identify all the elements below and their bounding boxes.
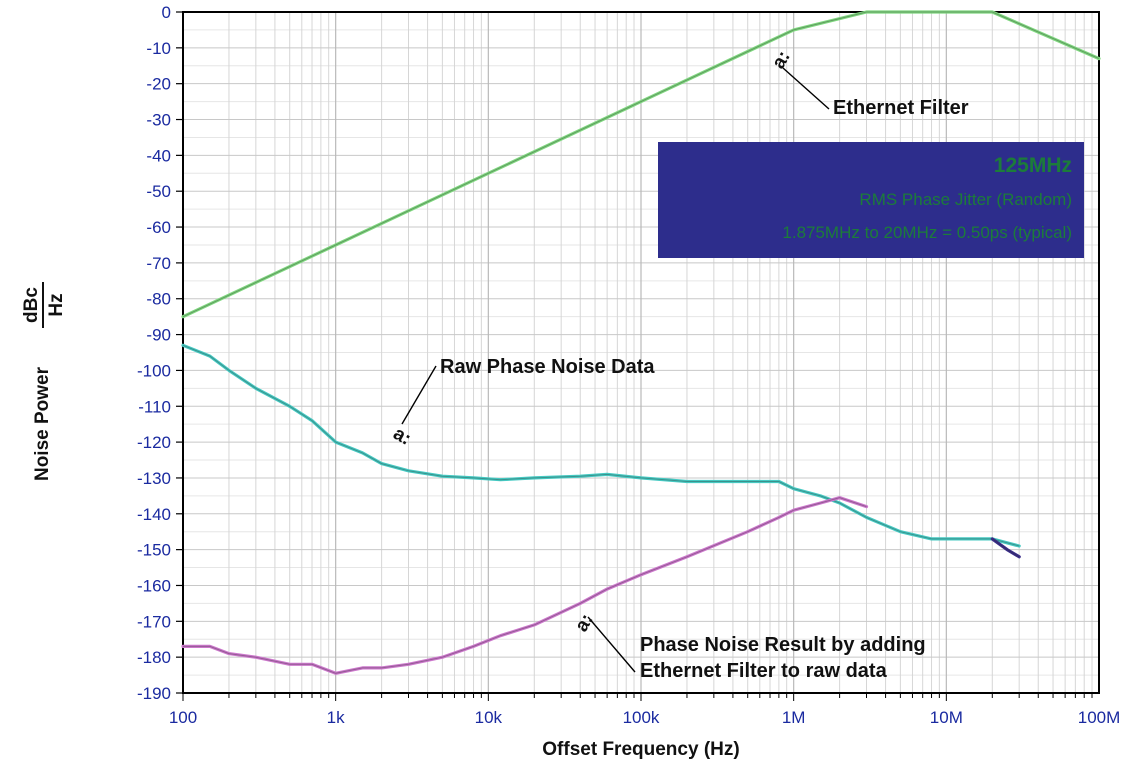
y-tick-label: 0 [162, 3, 171, 22]
y-tick-label: -70 [146, 254, 171, 273]
y-tick-label: -50 [146, 182, 171, 201]
y-tick-label: -120 [137, 433, 171, 452]
info-box-title: 125MHz [994, 154, 1072, 177]
y-tick-label: -180 [137, 648, 171, 667]
y-tick-label: -20 [146, 75, 171, 94]
y-tick-label: -150 [137, 541, 171, 560]
info-box-line-1: RMS Phase Jitter (Random) [859, 190, 1072, 209]
series-marker-raw: a: [390, 423, 415, 450]
annotation-raw-phase-noise: Raw Phase Noise Data [440, 356, 655, 378]
series-core-filter [182, 11, 1100, 318]
y-axis-unit-denominator: Hz [46, 293, 67, 316]
y-tick-label: -30 [146, 111, 171, 130]
info-box-line-2: 1.875MHz to 20MHz = 0.50ps (typical) [782, 223, 1072, 242]
x-tick-label: 10M [930, 708, 963, 727]
x-tick-label: 100k [623, 708, 660, 727]
annotation-result-line-2: Ethernet Filter to raw data [640, 660, 888, 682]
y-tick-label: -60 [146, 218, 171, 237]
series-marker-result: a: [571, 610, 598, 635]
series-line-raw [181, 343, 1021, 548]
leader-raw-phase-noise [401, 365, 437, 425]
leader-ethernet-filter [782, 67, 830, 110]
y-tick-label: -130 [137, 469, 171, 488]
y-tick-label: -80 [146, 290, 171, 309]
y-tick-label: -160 [137, 576, 171, 595]
x-tick-label: 100 [169, 708, 197, 727]
y-tick-label: -40 [146, 146, 171, 165]
y-axis-title-text: Noise Power [32, 366, 53, 481]
x-tick-labels: 100 1k 10k 100k 1M 10M 100M [169, 708, 1120, 727]
series-line-tail [990, 537, 1021, 559]
x-tick-label: 10k [475, 708, 503, 727]
y-tick-label: -110 [138, 397, 171, 416]
series-line-filter [181, 10, 1101, 319]
y-tick-label: -90 [146, 326, 171, 345]
series-core-tail [992, 538, 1020, 558]
x-tick-label: 1M [782, 708, 806, 727]
y-tick-label: -10 [146, 39, 171, 58]
y-axis-title: Noise Power dBc Hz [21, 282, 67, 481]
series-core-raw [182, 344, 1020, 547]
y-tick-label: -140 [137, 505, 171, 524]
annotation-ethernet-filter: Ethernet Filter [833, 97, 969, 119]
leader-result [587, 616, 636, 673]
annotation-result-line-1: Phase Noise Result by adding [640, 634, 926, 656]
x-tick-label: 100M [1078, 708, 1121, 727]
x-axis-title: Offset Frequency (Hz) [542, 739, 739, 760]
y-axis-unit-numerator: dBc [21, 287, 42, 323]
y-tick-label: -170 [137, 612, 171, 631]
major-gridlines [176, 11, 1099, 701]
jitter-info-box [658, 142, 1084, 258]
series-line-result [181, 496, 869, 675]
y-tick-label: -100 [137, 361, 171, 380]
series-marker-filter: a: [768, 47, 795, 72]
y-tick-label: -190 [137, 684, 171, 703]
plot-frame [182, 11, 1100, 694]
y-tick-labels: 0 -10 -20 -30 -40 -50 -60 -70 -80 -90 -100 -110 -120… [137, 3, 171, 703]
x-tick-label: 1k [327, 708, 345, 727]
series-core-result [183, 497, 867, 674]
series-layer [181, 10, 1101, 675]
